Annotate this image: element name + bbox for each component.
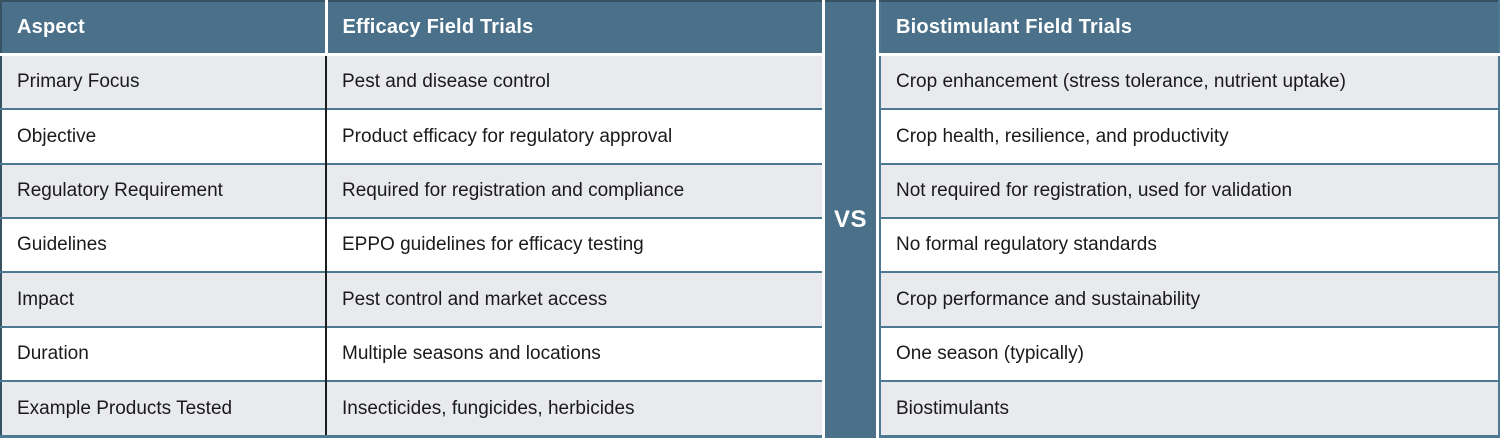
table-row: No formal regulatory standards xyxy=(880,217,1499,273)
header-row: Biostimulant Field Trials xyxy=(880,1,1499,56)
table-row: Guidelines EPPO guidelines for efficacy t… xyxy=(1,217,822,273)
table-row: Duration Multiple seasons and locations xyxy=(1,325,822,381)
aspect-column-header: Aspect xyxy=(1,1,328,56)
vs-label: VS xyxy=(833,206,867,233)
table-row: Example Products Tested Insecticides, fun… xyxy=(1,380,822,437)
biostimulant-cell: Biostimulants xyxy=(880,380,1499,437)
biostimulant-table: Biostimulant Field Trials Crop enhanceme… xyxy=(879,0,1500,438)
biostimulant-cell: Crop health, resilience, and productivit… xyxy=(880,108,1499,164)
table-row: Crop enhancement (stress tolerance, nutr… xyxy=(880,54,1499,110)
aspect-cell: Regulatory Requirement xyxy=(1,162,327,219)
biostimulant-cell: No formal regulatory standards xyxy=(880,217,1499,273)
efficacy-cell: EPPO guidelines for efficacy testing xyxy=(326,217,822,273)
biostimulant-column-header: Biostimulant Field Trials xyxy=(880,1,1499,56)
aspect-cell: Primary Focus xyxy=(1,54,327,110)
efficacy-cell: Pest control and market access xyxy=(326,271,822,327)
biostimulant-cell: Crop enhancement (stress tolerance, nutr… xyxy=(880,54,1499,110)
aspect-cell: Objective xyxy=(1,108,327,164)
biostimulant-cell: Crop performance and sustainability xyxy=(880,271,1499,327)
table-row: Crop performance and sustainability xyxy=(880,271,1499,327)
biostimulant-cell: One season (typically) xyxy=(880,325,1499,381)
biostimulant-cell: Not required for registration, used for … xyxy=(880,162,1499,219)
table-row: Biostimulants xyxy=(880,380,1499,437)
aspect-cell: Guidelines xyxy=(1,217,327,273)
efficacy-cell: Multiple seasons and locations xyxy=(326,325,822,381)
table-row: One season (typically) xyxy=(880,325,1499,381)
efficacy-column-header: Efficacy Field Trials xyxy=(326,1,822,56)
aspect-cell: Duration xyxy=(1,325,327,381)
efficacy-cell: Product efficacy for regulatory approval xyxy=(326,108,822,164)
efficacy-cell: Insecticides, fungicides, herbicides xyxy=(326,380,822,437)
table-row: Primary Focus Pest and disease control xyxy=(1,54,822,110)
header-row: Aspect Efficacy Field Trials xyxy=(1,1,822,56)
efficacy-cell: Pest and disease control xyxy=(326,54,822,110)
aspect-cell: Impact xyxy=(1,271,327,327)
efficacy-table: Aspect Efficacy Field Trials Primary Foc… xyxy=(0,0,822,438)
vs-divider: VS xyxy=(825,0,876,438)
efficacy-table-body: Primary Focus Pest and disease control Obj… xyxy=(1,54,822,437)
table-row: Regulatory Requirement Required for regis… xyxy=(1,162,822,219)
table-row: Objective Product efficacy for regulatory… xyxy=(1,108,822,164)
table-row: Not required for registration, used for … xyxy=(880,162,1499,219)
table-row: Crop health, resilience, and productivit… xyxy=(880,108,1499,164)
efficacy-cell: Required for registration and compliance xyxy=(326,162,822,219)
table-row: Impact Pest control and market access xyxy=(1,271,822,327)
biostimulant-table-body: Crop enhancement (stress tolerance, nutr… xyxy=(880,54,1499,437)
aspect-cell: Example Products Tested xyxy=(1,380,327,437)
